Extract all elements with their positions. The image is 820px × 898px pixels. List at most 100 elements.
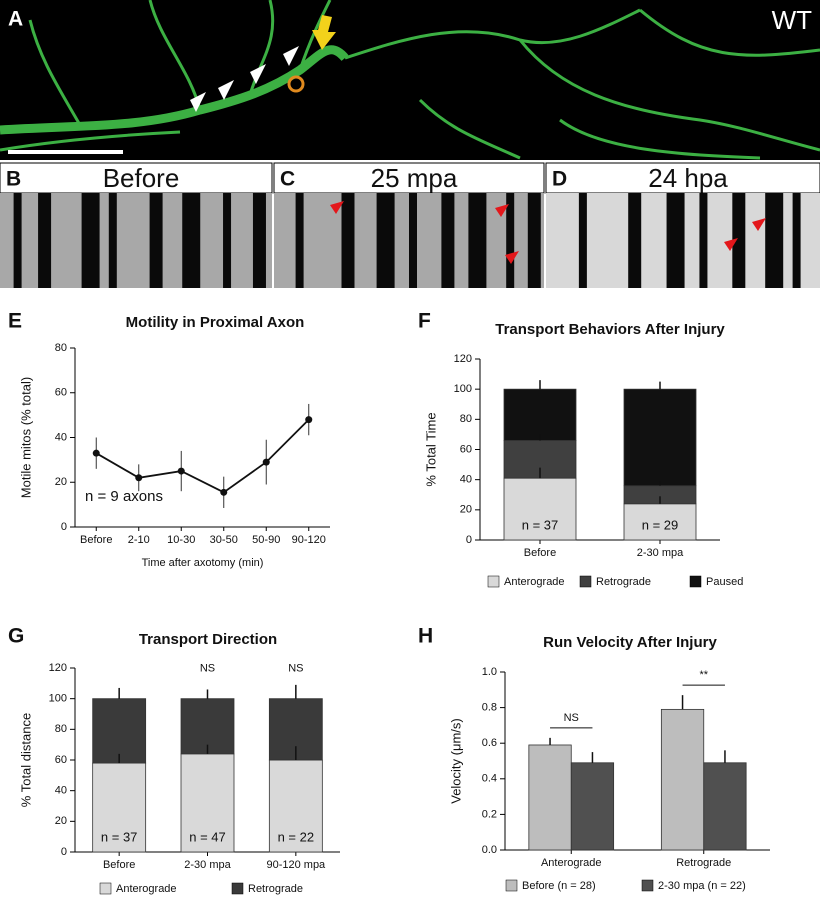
axon (518, 39, 820, 152)
axon (418, 98, 521, 160)
scale-bar (8, 150, 123, 154)
y-axis-label: % Total distance (18, 713, 33, 807)
chart-title: Transport Behaviors After Injury (495, 321, 725, 338)
legend-swatch (689, 575, 702, 588)
kymo-track (13, 193, 22, 288)
n-label: n = 29 (642, 517, 679, 532)
y-tick-label: 1.0 (482, 666, 497, 678)
legend-label: Before (n = 28) (522, 880, 596, 892)
legend-swatch (505, 879, 518, 892)
panel-letter: D (552, 168, 567, 191)
x-tick-label: 10-30 (167, 534, 195, 546)
kymo-track (578, 193, 587, 288)
legend-swatch (641, 879, 654, 892)
kymo-track (628, 193, 642, 288)
y-axis-label: Motile mitos (% total) (18, 377, 33, 498)
kymo-track (341, 193, 355, 288)
legend-swatch (231, 882, 244, 895)
y-tick-label: 0 (61, 521, 67, 533)
y-tick-label: 60 (55, 387, 67, 399)
y-tick-label: 0.6 (482, 737, 497, 749)
n-label: n = 37 (522, 517, 559, 532)
bar-segment (92, 698, 147, 764)
axon (28, 19, 82, 126)
y-tick-label: 0 (61, 846, 67, 858)
x-axis-label: Time after axotomy (min) (142, 557, 264, 569)
bar-segment (92, 762, 147, 853)
y-tick-label: 0 (466, 534, 472, 546)
x-tick-label: 2-30 mpa (184, 859, 231, 871)
legend-label: Retrograde (248, 883, 303, 895)
kymo-track (409, 193, 417, 288)
legend-swatch (579, 575, 592, 588)
panel-letter: B (6, 168, 21, 191)
panel-letter: C (280, 168, 295, 191)
x-tick-label: Before (103, 859, 135, 871)
image-label: 24 hpa (648, 163, 728, 193)
red-arrowhead (495, 204, 509, 217)
y-tick-label: 120 (454, 353, 472, 365)
y-tick-label: 0.4 (482, 773, 497, 785)
bar-segment (268, 759, 323, 853)
kymo-track (295, 193, 304, 288)
image-label: 25 mpa (371, 163, 458, 193)
arrowhead (190, 92, 206, 112)
point (220, 488, 228, 496)
y-tick-label: 0.0 (482, 844, 497, 856)
significance: NS (200, 663, 215, 675)
y-tick-label: 0.2 (482, 808, 497, 820)
x-tick-label: 90-120 mpa (266, 859, 326, 871)
chart-title: Motility in Proximal Axon (126, 314, 305, 331)
axon (344, 8, 641, 60)
axon (0, 45, 349, 135)
significance: NS (288, 663, 303, 675)
bar-segment (503, 388, 577, 441)
y-tick-label: 20 (55, 815, 67, 827)
kymo-track (699, 193, 708, 288)
kymo-track (506, 193, 515, 288)
red-arrowhead (330, 201, 344, 214)
x-tick-label: Before (80, 534, 112, 546)
chart-title: Run Velocity After Injury (543, 634, 717, 651)
point (177, 467, 185, 475)
line (95, 418, 310, 494)
legend-label: Paused (706, 576, 743, 588)
image-label: WT (772, 5, 813, 35)
bar (528, 744, 572, 851)
arrowhead (283, 46, 299, 66)
panel-letter: H (418, 625, 433, 648)
axon (559, 118, 761, 160)
bar-segment (503, 477, 577, 541)
n-label: n = 47 (189, 829, 226, 844)
x-tick-label: Retrograde (676, 857, 731, 869)
panel-letter: G (8, 625, 24, 648)
kymo-track (38, 193, 52, 288)
growth-cone (287, 75, 305, 93)
kymo-track (792, 193, 801, 288)
arrow (312, 15, 336, 50)
arrowhead (250, 64, 266, 84)
bar (703, 762, 747, 851)
kymo-track (149, 193, 163, 288)
y-axis-label: Velocity (μm/s) (448, 718, 463, 804)
legend-swatch (487, 575, 500, 588)
arrowhead (218, 80, 234, 100)
image-label: Before (103, 163, 180, 193)
kymo-track (441, 193, 455, 288)
bar-segment (623, 503, 697, 541)
kymo-track (765, 193, 784, 288)
y-tick-label: 80 (55, 723, 67, 735)
y-tick-label: 40 (55, 785, 67, 797)
panel-letter: E (8, 310, 22, 333)
panel-letter: F (418, 310, 431, 333)
point (135, 474, 143, 482)
x-tick-label: 50-90 (252, 534, 280, 546)
x-tick-label: Before (524, 547, 556, 559)
chart-title: Transport Direction (139, 631, 277, 648)
legend-swatch (99, 882, 112, 895)
kymograph-header (273, 162, 545, 194)
y-tick-label: 60 (460, 443, 472, 455)
bar-segment (623, 388, 697, 487)
y-tick-label: 80 (55, 342, 67, 354)
